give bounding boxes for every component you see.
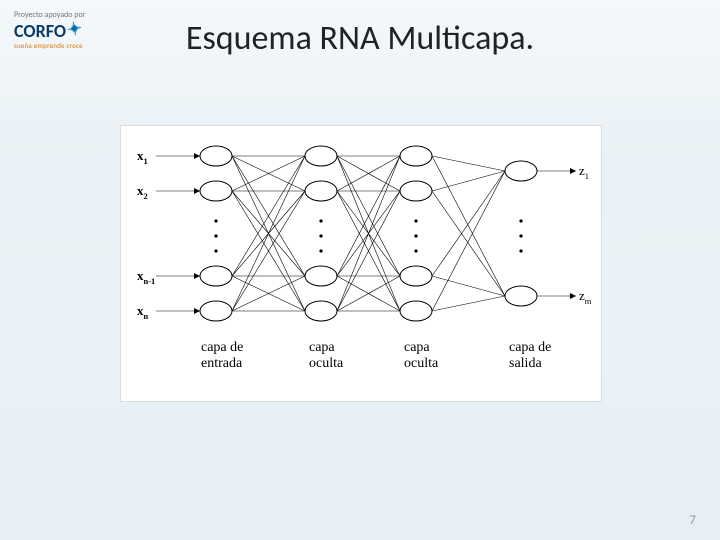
edges-group — [232, 156, 505, 311]
edge — [432, 191, 505, 296]
edge — [432, 171, 505, 191]
edge — [432, 156, 505, 296]
neuron-node — [505, 161, 537, 181]
ellipsis-dot-icon — [414, 234, 417, 237]
neuron-node — [200, 266, 232, 286]
neuron-node — [200, 181, 232, 201]
layer-caption: capa de — [201, 340, 243, 355]
edge — [432, 156, 505, 171]
layer-caption: capa de — [509, 340, 551, 355]
neuron-node — [200, 301, 232, 321]
ellipsis-dot-icon — [519, 249, 522, 252]
neuron-node — [400, 266, 432, 286]
ellipsis-dot-icon — [414, 219, 417, 222]
ellipsis-dot-icon — [414, 249, 417, 252]
neuron-node — [305, 146, 337, 166]
layer-caption: entrada — [201, 356, 243, 371]
ellipsis-dot-icon — [319, 234, 322, 237]
ellipsis-dot-icon — [214, 219, 217, 222]
arrowhead-icon — [194, 188, 200, 194]
input-label: x2 — [137, 183, 148, 201]
neuron-node — [400, 146, 432, 166]
neuron-node — [400, 301, 432, 321]
edge — [432, 296, 505, 311]
network-svg: x1x2xn-1xnz1zmcapa deentradacapaocultaca… — [121, 126, 601, 401]
slide-title: Esquema RNA Multicapa. — [0, 18, 720, 59]
edge — [432, 276, 505, 296]
ellipsis-dot-icon — [214, 249, 217, 252]
neuron-node — [305, 266, 337, 286]
ellipsis-dot-icon — [519, 219, 522, 222]
input-label: x1 — [137, 148, 148, 166]
neuron-node — [200, 146, 232, 166]
output-label: zm — [579, 288, 592, 306]
ellipsis-dot-icon — [319, 219, 322, 222]
arrowhead-icon — [194, 308, 200, 314]
arrowhead-icon — [194, 153, 200, 159]
ellipsis-dot-icon — [214, 234, 217, 237]
edge — [432, 171, 505, 311]
arrowhead-icon — [570, 168, 576, 174]
neuron-node — [305, 301, 337, 321]
input-label: xn — [137, 303, 149, 321]
output-label: z1 — [579, 163, 589, 181]
layer-caption: salida — [509, 356, 542, 371]
neuron-node — [505, 286, 537, 306]
layer-caption: capa — [309, 340, 335, 355]
layer-caption: capa — [404, 340, 430, 355]
arrowhead-icon — [570, 293, 576, 299]
neuron-node — [400, 181, 432, 201]
arrowhead-icon — [194, 273, 200, 279]
ellipsis-dot-icon — [319, 249, 322, 252]
page-number: 7 — [689, 513, 696, 528]
ellipsis-dot-icon — [519, 234, 522, 237]
rna-diagram: x1x2xn-1xnz1zmcapa deentradacapaocultaca… — [120, 125, 602, 402]
input-label: xn-1 — [137, 268, 155, 286]
layer-caption: oculta — [404, 356, 439, 371]
layer-caption: oculta — [309, 356, 344, 371]
edge — [432, 171, 505, 276]
neuron-node — [305, 181, 337, 201]
